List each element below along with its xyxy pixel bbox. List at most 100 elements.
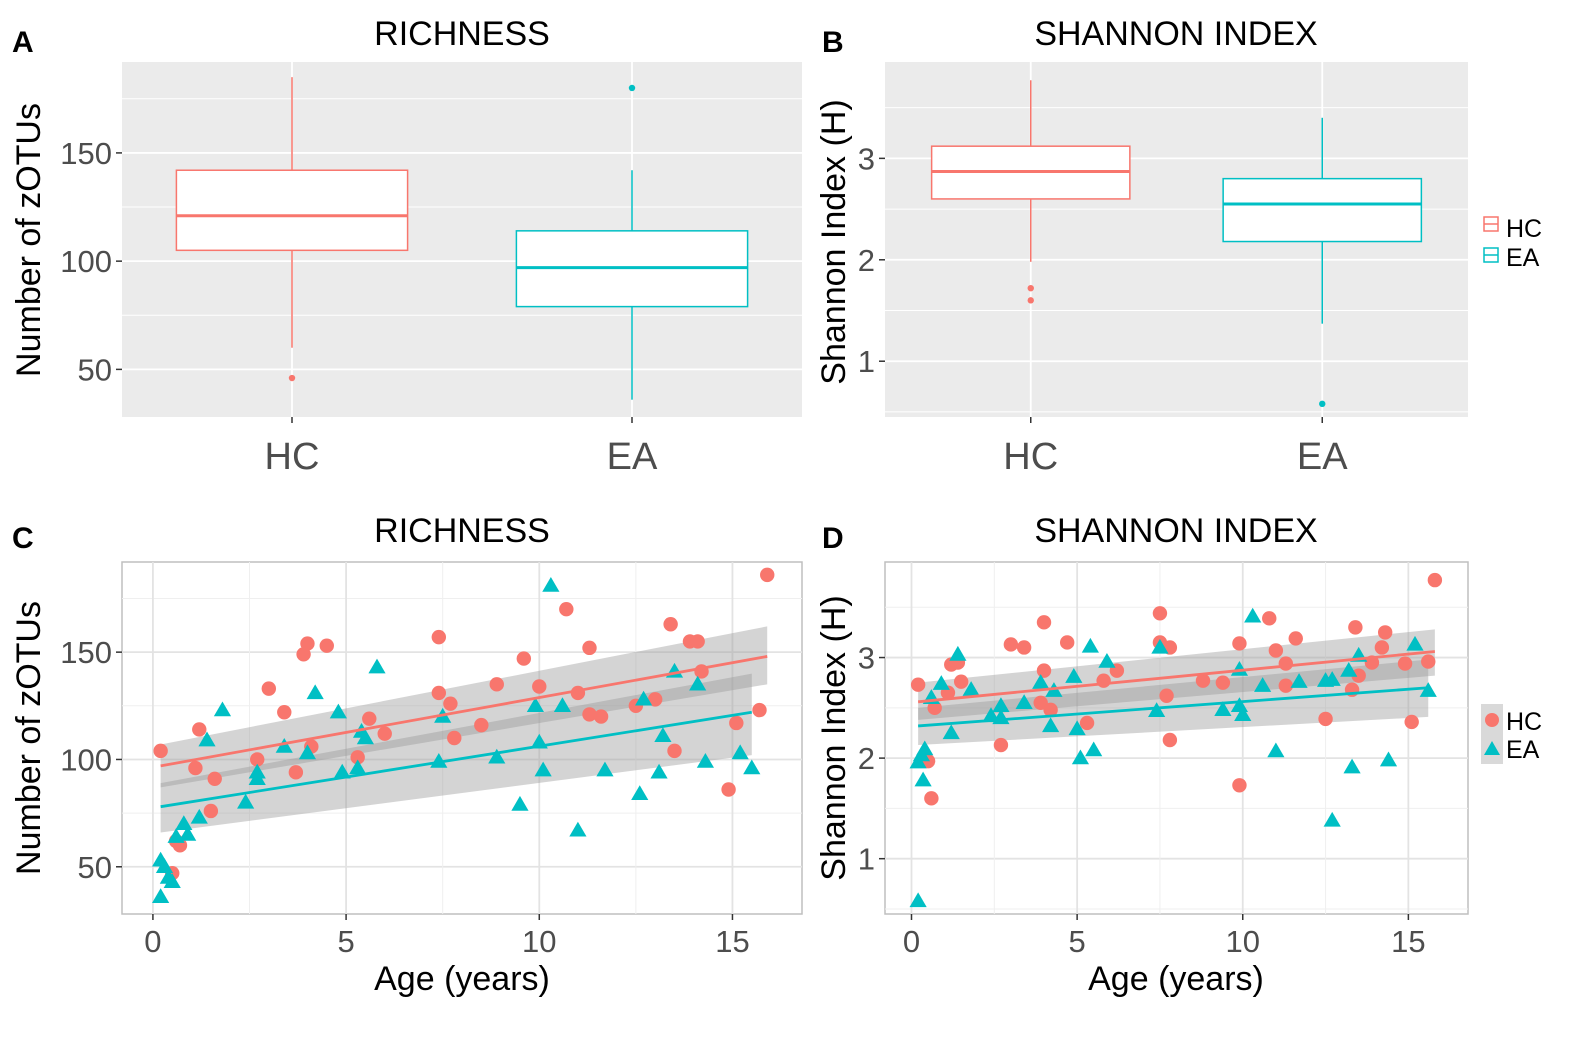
panel-c-letter: C [12, 522, 34, 555]
panel-d-point-hc [1162, 732, 1178, 748]
panel-c-point-hc [667, 743, 682, 759]
legend-d-label-hc: HC [1506, 708, 1542, 736]
panel-a-gridlines [122, 62, 802, 417]
panel-d-x-tick-label-15: 15 [1391, 924, 1425, 959]
panel-d-x-axis-label: Age (years) [1088, 960, 1264, 998]
panel-d-point-hc [1421, 654, 1436, 669]
panel-c-point-ea [689, 675, 707, 691]
panel-d-ci-band-hc [918, 629, 1435, 720]
panel-a-outlier-ea [628, 84, 636, 92]
panel-d-point-hc [1036, 663, 1052, 678]
panel-d-point-ea [1419, 682, 1437, 697]
panel-a-y-tick-label-50: 50 [78, 352, 112, 387]
panel-d-point-ea [949, 645, 967, 661]
panel-c-point-ea [368, 658, 386, 674]
panel-c-y-tick-label-150: 150 [60, 635, 112, 670]
panel-c-point-hc [277, 705, 292, 720]
panel-c-fit-line-ea [160, 710, 752, 809]
panel-d-point-hc [1195, 673, 1211, 688]
panel-d-point-ea [1234, 706, 1252, 722]
panel-a-letter: A [12, 26, 34, 59]
panel-d-marks [909, 572, 1443, 908]
panel-b-box-ea [1222, 177, 1423, 243]
panel-c-x-tick-label-0: 0 [144, 924, 161, 959]
panel-d-point-ea [1406, 635, 1424, 651]
panel-a-y-ticks: 50 100 150 [60, 136, 122, 387]
panel-d-point-ea [1244, 607, 1262, 623]
panel-c-point-ea [190, 808, 208, 824]
panel-b-outlier-hc [1027, 284, 1034, 292]
panel-c-point-hc [188, 760, 203, 776]
panel-c-point-ea [298, 744, 317, 760]
panel-d-point-hc [1427, 572, 1443, 588]
panel-b-outlier-ea [1319, 400, 1326, 408]
panel-d-point-hc [1351, 668, 1366, 683]
panel-c-point-ea [152, 888, 170, 904]
panel-c-point-hc [350, 750, 365, 765]
panel-d-point-ea [1098, 652, 1116, 668]
panel-d-point-hc [927, 700, 942, 716]
panel-c-point-ea [596, 761, 614, 777]
panel-b-x-tick-label-ea: EA [1297, 436, 1348, 478]
panel-c-point-ea [534, 761, 552, 777]
panel-d-point-ea [932, 675, 950, 690]
panel-d-point-hc [1404, 714, 1419, 730]
panel-c-y-tick-label-50: 50 [78, 850, 112, 885]
panel-c-point-ea [553, 697, 572, 712]
panel-c-point-ea [306, 684, 324, 700]
panel-b-y-tick-label-2: 2 [858, 243, 875, 278]
panel-c-point-ea [488, 748, 506, 764]
panel-c-point-hc [729, 715, 744, 731]
panel-c-point-hc [447, 730, 462, 746]
panel-a-x-tick-label-hc: HC [265, 436, 320, 478]
panel-d-point-hc [1288, 631, 1303, 646]
panel-c-point-hc [431, 629, 447, 645]
panel-d-legend: HC EA [1481, 704, 1542, 764]
panel-d-shannon-vs-age: D SHANNON INDEX Shannon Index (H) Age (y… [815, 512, 1542, 998]
panel-c-point-hc [362, 711, 377, 726]
panel-a-richness-boxplot: A RICHNESS Number of zOTUs 50 100 150 HC EA [10, 15, 802, 478]
panel-c-point-ea [175, 815, 193, 831]
panel-c-point-hc [489, 677, 504, 692]
panel-c-marks [152, 567, 775, 904]
panel-d-y-tick-label-3: 3 [858, 641, 875, 676]
legend-b-label-hc: HC [1506, 215, 1542, 243]
panel-c-point-ea [542, 577, 560, 592]
panel-c-point-hc [663, 617, 678, 632]
panel-c-point-hc [516, 651, 532, 666]
panel-d-point-hc [1262, 611, 1277, 626]
panel-c-point-hc [443, 696, 458, 711]
panel-a-x-tick-label-ea: EA [607, 436, 658, 478]
panel-d-point-ea [909, 892, 927, 908]
panel-d-point-hc [1268, 643, 1284, 658]
panel-b-outlier-hc [1027, 297, 1034, 304]
panel-c-x-axis-label: Age (years) [374, 960, 550, 998]
panel-d-point-hc [1043, 702, 1058, 718]
panel-d-point-hc [1278, 656, 1294, 671]
panel-c-point-hc [207, 771, 222, 786]
panel-d-point-ea [1379, 751, 1398, 767]
panel-a-box-hc [175, 169, 409, 252]
panel-c-point-hc [377, 726, 392, 741]
panel-b-y-axis-label: Shannon Index (H) [815, 99, 853, 384]
panel-d-point-hc [1377, 625, 1393, 640]
panel-a-y-tick-label-100: 100 [60, 244, 112, 279]
panel-a-y-tick-label-150: 150 [60, 136, 112, 171]
panel-a-marks [175, 77, 749, 400]
legend-d-key-ea [1484, 741, 1500, 755]
panel-c-x-tick-label-15: 15 [715, 924, 749, 959]
panel-d-x-tick-label-10: 10 [1226, 924, 1260, 959]
panel-d-point-ea [1151, 638, 1169, 654]
panel-c-point-hc [288, 765, 304, 780]
panel-a-y-axis-label: Number of zOTUs [10, 103, 48, 377]
panel-d-point-hc [1003, 637, 1019, 652]
panel-c-point-hc [261, 681, 277, 696]
panel-c-point-hc [203, 803, 219, 819]
panel-d-x-tick-label-0: 0 [903, 924, 920, 959]
panel-d-point-hc [1397, 656, 1413, 671]
panel-d-point-ea [1214, 701, 1232, 717]
panel-a-x-ticks: HC EA [265, 417, 658, 478]
panel-d-point-ea [1254, 677, 1272, 692]
panel-b-x-tick-label-hc: HC [1003, 436, 1058, 478]
